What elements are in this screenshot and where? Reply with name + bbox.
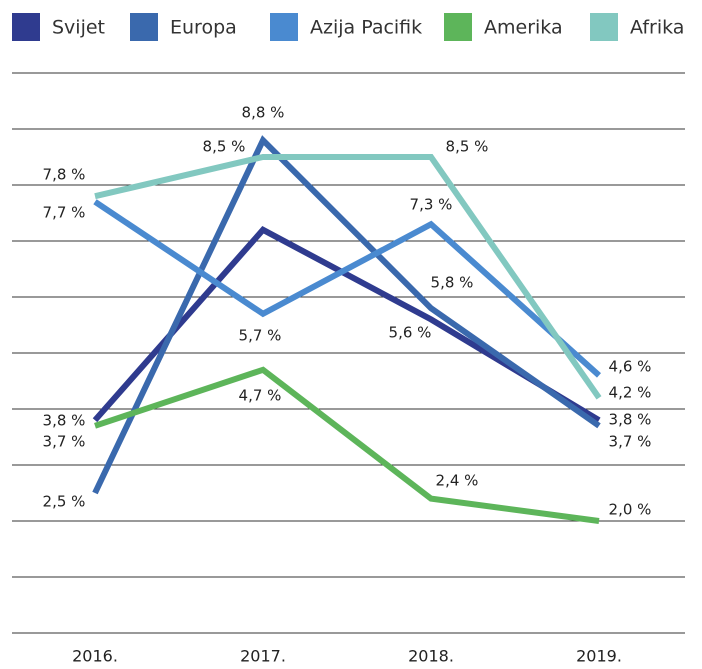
- data-label: 5,7 %: [239, 327, 282, 345]
- x-tick-label: 2018.: [408, 647, 454, 666]
- legend-swatch: [444, 13, 472, 41]
- legend-label: Europa: [170, 17, 237, 39]
- legend-swatch: [270, 13, 298, 41]
- series-line: [92, 135, 601, 495]
- data-label: 7,3 %: [410, 196, 453, 214]
- legend-swatch: [12, 13, 40, 41]
- data-label: 5,6 %: [389, 324, 432, 342]
- series-line: [94, 366, 600, 524]
- data-label: 3,8 %: [609, 411, 652, 429]
- data-label: 4,6 %: [609, 358, 652, 376]
- data-label: 8,5 %: [203, 138, 246, 156]
- data-label: 2,0 %: [609, 501, 652, 519]
- legend-label: Azija Pacifik: [310, 17, 422, 39]
- x-tick-label: 2019.: [576, 647, 622, 666]
- data-label: 4,7 %: [239, 387, 282, 405]
- data-label: 4,2 %: [609, 384, 652, 402]
- series-line: [92, 226, 601, 423]
- legend-swatch: [590, 13, 618, 41]
- legend-label: Amerika: [484, 17, 563, 39]
- legend-swatch: [130, 13, 158, 41]
- legend-label: Afrika: [630, 17, 684, 39]
- data-label: 5,8 %: [431, 274, 474, 292]
- x-tick-label: 2017.: [240, 647, 286, 666]
- data-label: 7,7 %: [43, 204, 86, 222]
- data-label: 7,8 %: [43, 166, 86, 184]
- series-line: [93, 199, 602, 378]
- legend-label: Svijet: [52, 17, 105, 39]
- data-label: 8,5 %: [446, 138, 489, 156]
- data-label: 8,8 %: [242, 104, 285, 122]
- data-label: 3,7 %: [609, 433, 652, 451]
- x-tick-label: 2016.: [72, 647, 118, 666]
- data-label: 2,5 %: [43, 493, 86, 511]
- data-label: 2,4 %: [436, 472, 479, 490]
- series-line: [94, 154, 602, 400]
- data-label: 3,8 %: [43, 412, 86, 430]
- data-label: 3,7 %: [43, 433, 86, 451]
